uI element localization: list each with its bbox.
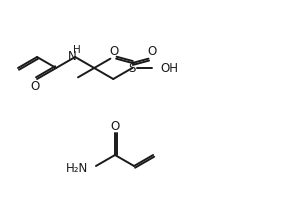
Text: N: N (68, 50, 77, 62)
Text: OH: OH (160, 62, 178, 74)
Text: H: H (73, 45, 81, 55)
Text: O: O (147, 45, 156, 58)
Text: H₂N: H₂N (66, 161, 88, 175)
Text: S: S (129, 62, 136, 74)
Text: O: O (110, 45, 119, 58)
Text: O: O (30, 80, 40, 93)
Text: O: O (110, 120, 120, 134)
